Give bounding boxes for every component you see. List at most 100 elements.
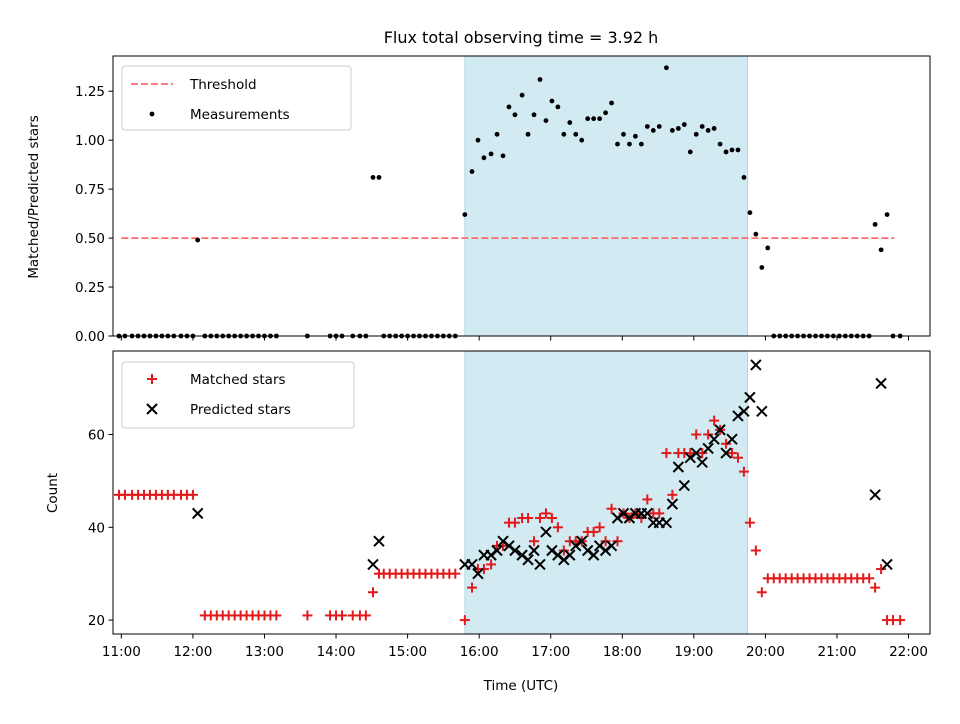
predicted-star-marker xyxy=(738,405,750,418)
measurement-point xyxy=(195,237,201,243)
marker-stroke xyxy=(503,540,515,552)
matched-star-marker xyxy=(654,508,665,519)
marker-stroke xyxy=(750,359,762,371)
legend-box xyxy=(121,65,352,131)
matched-star-marker xyxy=(709,415,720,426)
predicted-star-marker xyxy=(466,558,478,571)
matched-star-marker xyxy=(540,508,551,519)
predicted-star-marker xyxy=(472,567,484,580)
predicted-star-marker xyxy=(522,554,534,566)
y-tick-label: 1.25 xyxy=(75,84,105,100)
matched-star-marker xyxy=(523,513,534,524)
predicted-star-marker xyxy=(534,558,546,571)
matched-star-marker xyxy=(529,536,540,547)
predicted-star-marker xyxy=(576,535,588,547)
marker-stroke xyxy=(576,535,588,547)
marker-stroke xyxy=(672,461,685,473)
measurement-point xyxy=(705,128,711,133)
marker-stroke xyxy=(540,526,552,538)
x-axis-label: Time (UTC) xyxy=(483,678,559,694)
matched-star-marker xyxy=(661,448,672,459)
predicted-star-marker xyxy=(702,442,714,455)
x-tick-label: 13:00 xyxy=(245,644,284,660)
legend-measurement-swatch xyxy=(149,111,155,117)
measurement-point xyxy=(370,174,376,180)
measurement-point xyxy=(675,126,681,131)
measurement-point xyxy=(747,210,753,216)
measurement-point xyxy=(543,118,549,124)
marker-stroke xyxy=(696,456,708,469)
matched-star-marker xyxy=(187,489,198,500)
marker-stroke xyxy=(581,544,594,557)
matched-star-marker xyxy=(870,582,881,593)
measurement-point xyxy=(561,131,567,137)
x-tick-label: 12:00 xyxy=(173,644,212,660)
top-y-axis-label: Matched/Predicted stars xyxy=(26,115,42,278)
measurement-point xyxy=(469,169,475,174)
y-tick-label: 20 xyxy=(88,613,105,629)
top-legend: Threshold Measurements xyxy=(121,65,352,131)
measurement-point xyxy=(621,131,626,137)
matched-star-marker xyxy=(876,564,887,575)
top-panel: 0.00 0.25 0.50 0.75 1.00 1.25 Threshold Measure… xyxy=(75,55,931,345)
predicted-star-marker xyxy=(744,391,756,404)
marker-stroke xyxy=(641,507,654,520)
measurement-point xyxy=(884,212,890,218)
matched-star-marker xyxy=(486,559,497,570)
matched-star-marker xyxy=(558,545,569,556)
marker-stroke xyxy=(881,558,893,571)
matched-star-marker xyxy=(642,494,653,505)
matched-star-marker xyxy=(271,610,282,621)
matched-star-marker xyxy=(721,438,732,449)
measurement-point xyxy=(627,141,632,147)
predicted-star-marker xyxy=(869,489,881,501)
marker-stroke xyxy=(522,554,534,566)
predicted-star-marker xyxy=(720,447,732,459)
marker-stroke xyxy=(605,540,618,552)
measurement-point xyxy=(699,124,705,129)
legend-label-measurements: Measurements xyxy=(190,107,290,123)
predicted-star-marker xyxy=(564,549,576,561)
measurement-point xyxy=(687,149,693,155)
matched-star-marker xyxy=(727,448,738,459)
x-tick-label: 17:00 xyxy=(531,644,570,660)
matched-star-marker xyxy=(302,610,313,621)
marker-stroke xyxy=(702,442,714,455)
measurement-point xyxy=(615,141,620,147)
matched-star-marker xyxy=(594,522,605,533)
matched-star-marker xyxy=(744,517,755,528)
measurement-point xyxy=(597,116,603,122)
predicted-star-marker xyxy=(690,447,702,459)
measurement-point xyxy=(537,77,543,82)
x-tick-label: 11:00 xyxy=(102,644,141,660)
measurement-point xyxy=(500,153,506,159)
matched-star-marker xyxy=(534,513,545,524)
matched-star-marker xyxy=(360,610,371,621)
y-tick-label: 0.75 xyxy=(75,182,105,198)
axes-frame xyxy=(112,55,931,337)
marker-stroke xyxy=(869,489,881,501)
measurement-point xyxy=(512,112,518,118)
y-tick-label: 1.00 xyxy=(75,133,105,149)
marker-stroke xyxy=(491,544,503,557)
matched-star-marker xyxy=(738,466,749,477)
legend-label-threshold: Threshold xyxy=(189,77,257,93)
bottom-legend: Matched stars Predicted stars xyxy=(121,361,355,429)
predicted-star-marker xyxy=(605,540,618,552)
matched-star-marker xyxy=(600,536,611,547)
x-tick-label: 20:00 xyxy=(746,644,785,660)
predicted-star-marker xyxy=(881,558,893,571)
matched-star-marker xyxy=(588,526,599,537)
x-tick-label: 19:00 xyxy=(674,644,713,660)
measurement-point xyxy=(573,131,579,137)
matched-star-marker xyxy=(467,582,478,593)
predicted-star-marker xyxy=(641,507,654,520)
matched-star-marker xyxy=(478,564,489,575)
predicted-star-marker xyxy=(587,549,600,561)
measurement-point xyxy=(585,116,591,122)
measurement-point xyxy=(872,221,878,227)
predicted-star-marker xyxy=(672,461,685,473)
predicted-star-marker xyxy=(660,516,673,529)
matched-star-marker xyxy=(552,522,563,533)
